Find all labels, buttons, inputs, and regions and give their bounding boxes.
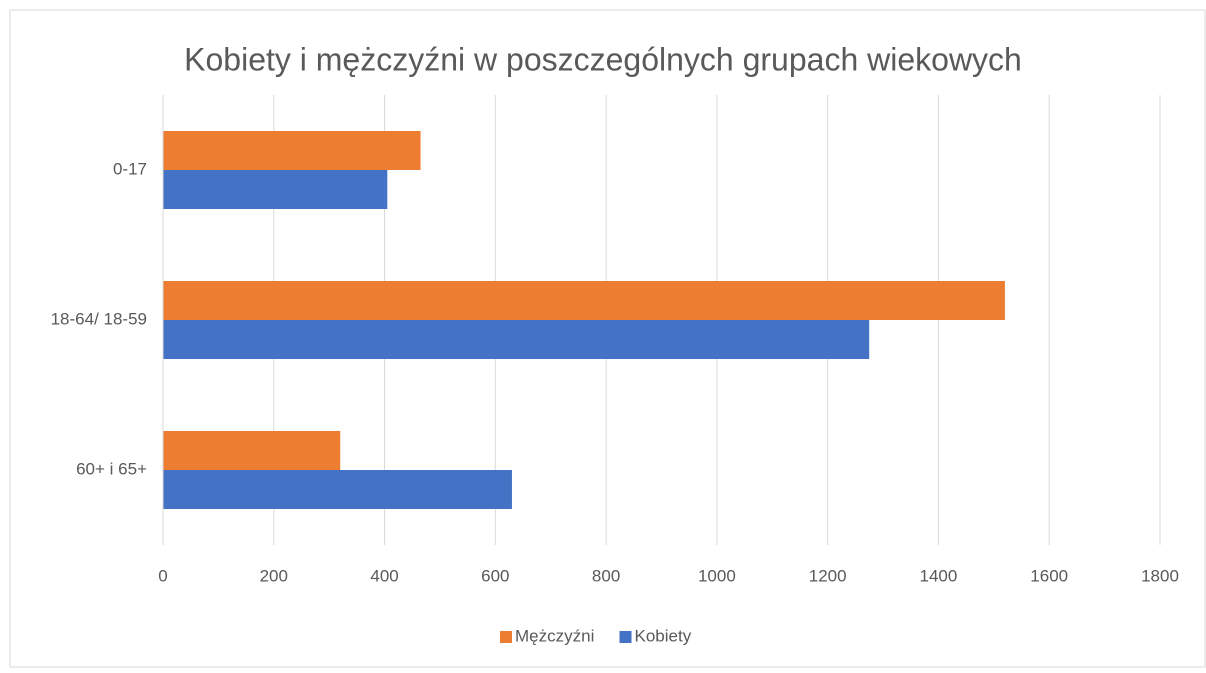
x-tick-label: 1000 (698, 566, 736, 585)
x-tick-label: 400 (370, 566, 398, 585)
legend-swatch (619, 631, 632, 643)
bar (163, 131, 421, 170)
legend-label: Mężczyźni (515, 626, 594, 645)
bar (163, 470, 512, 509)
legend-label: Kobiety (635, 626, 692, 645)
bar (163, 281, 1005, 320)
x-tick-label: 1200 (809, 566, 847, 585)
y-tick-label: 60+ i 65+ (76, 459, 147, 478)
y-tick-label: 18-64/ 18-59 (51, 309, 147, 328)
x-tick-label: 800 (592, 566, 620, 585)
x-tick-label: 1600 (1030, 566, 1068, 585)
legend-swatch (500, 631, 512, 643)
x-tick-label: 0 (158, 566, 167, 585)
x-tick-label: 1400 (920, 566, 958, 585)
bar (163, 170, 388, 209)
bar (163, 320, 870, 359)
x-tick-label: 1800 (1141, 566, 1179, 585)
bar (163, 431, 341, 470)
chart-title: Kobiety i mężczyźni w poszczególnych gru… (184, 41, 1022, 77)
y-tick-label: 0-17 (113, 159, 147, 178)
x-tick-label: 600 (481, 566, 509, 585)
x-tick-label: 200 (260, 566, 288, 585)
